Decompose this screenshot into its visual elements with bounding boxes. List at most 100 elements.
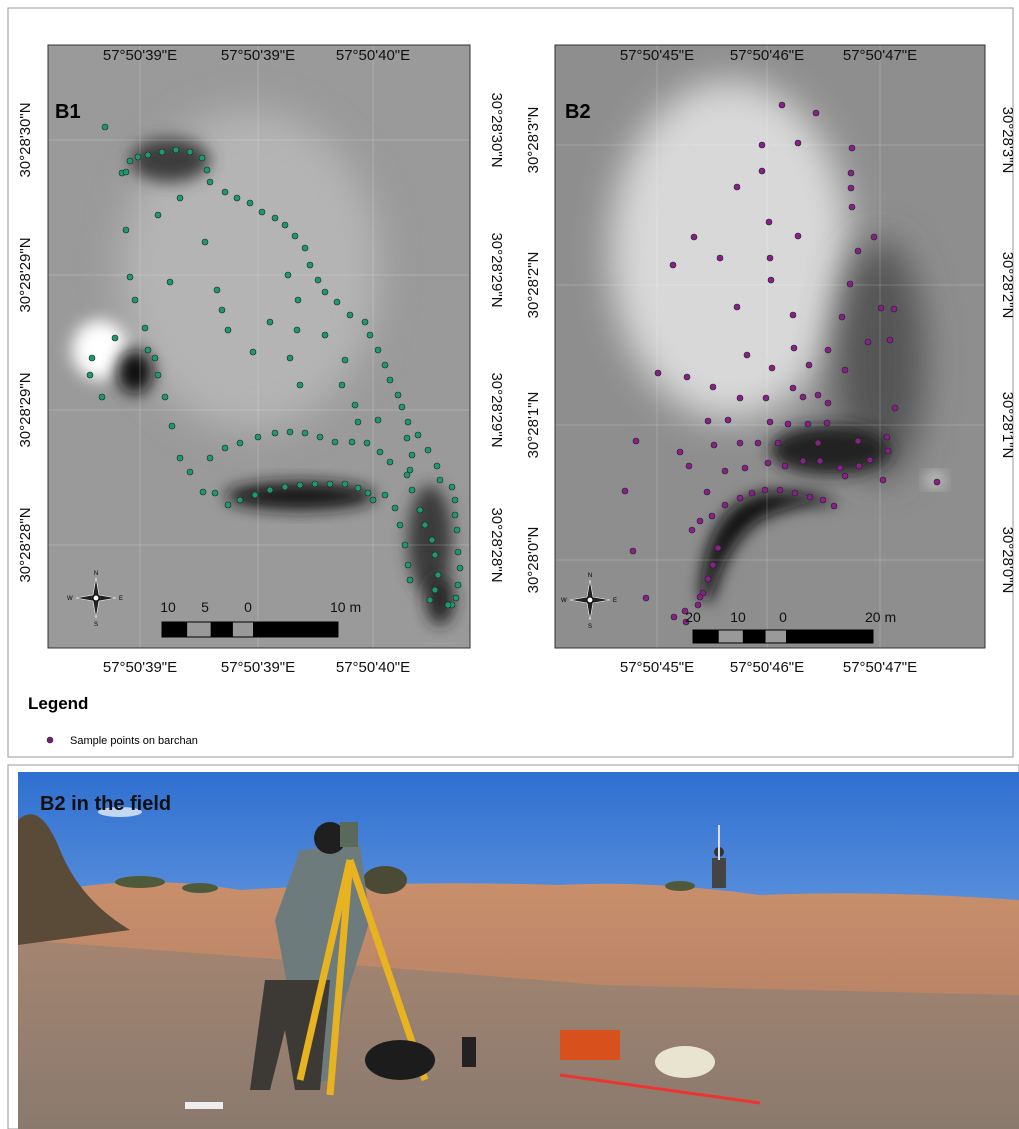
sample-point — [427, 597, 433, 603]
sample-point — [837, 465, 843, 471]
sample-point — [715, 545, 721, 551]
sample-point — [375, 417, 381, 423]
compass-w: W — [67, 596, 73, 602]
bottom-coordinate: 57°50'46"E — [730, 659, 804, 676]
sample-point — [695, 602, 701, 608]
scale-label: 10 — [730, 609, 746, 625]
sample-point — [792, 490, 798, 496]
sample-point — [145, 347, 151, 353]
sample-point — [237, 497, 243, 503]
sample-point — [768, 277, 774, 283]
sample-point — [302, 245, 308, 251]
sample-point — [255, 434, 261, 440]
sample-point — [689, 527, 695, 533]
sample-point — [347, 312, 353, 318]
right-coordinate: 30°28'29"N — [488, 372, 505, 447]
sample-point — [891, 306, 897, 312]
sample-point — [454, 527, 460, 533]
sample-point — [767, 255, 773, 261]
sample-point — [769, 365, 775, 371]
sample-point — [710, 562, 716, 568]
sample-point — [132, 297, 138, 303]
sample-point — [392, 505, 398, 511]
sample-point — [697, 518, 703, 524]
sample-point — [367, 332, 373, 338]
sample-point — [744, 352, 750, 358]
sample-point — [734, 184, 740, 190]
sample-point — [422, 522, 428, 528]
compass-s: S — [588, 624, 592, 630]
sample-point — [145, 152, 151, 158]
sample-point — [711, 442, 717, 448]
right-coordinate: 30°28'3"N — [999, 107, 1016, 174]
top-coordinate: 57°50'39"E — [103, 47, 177, 64]
compass-center — [93, 595, 99, 601]
sample-point — [825, 400, 831, 406]
map-b2-image — [555, 45, 985, 648]
sample-point — [177, 195, 183, 201]
sample-point — [365, 490, 371, 496]
sample-point — [849, 204, 855, 210]
left-coordinate: 30°28'28"N — [17, 507, 34, 582]
sample-point — [382, 492, 388, 498]
sample-point — [455, 549, 461, 555]
sample-point — [135, 154, 141, 160]
sample-point — [159, 149, 165, 155]
sample-point — [362, 319, 368, 325]
sample-point — [397, 522, 403, 528]
sample-point — [349, 439, 355, 445]
sample-point — [102, 124, 108, 130]
compass-e: E — [613, 598, 617, 604]
sample-point — [885, 448, 891, 454]
legend-title: Legend — [28, 694, 88, 713]
sample-point — [207, 455, 213, 461]
compass-center — [587, 597, 593, 603]
sample-point — [865, 339, 871, 345]
left-coordinate: 30°28'30"N — [17, 102, 34, 177]
sample-point — [643, 595, 649, 601]
sample-point — [225, 327, 231, 333]
sample-point — [759, 168, 765, 174]
sample-point — [805, 421, 811, 427]
sample-point — [762, 487, 768, 493]
sample-point — [355, 485, 361, 491]
sample-point — [435, 572, 441, 578]
left-coordinate: 30°28'1"N — [525, 392, 542, 459]
sample-point — [452, 497, 458, 503]
sample-point — [282, 222, 288, 228]
sample-point — [409, 452, 415, 458]
sample-point — [285, 272, 291, 278]
sample-point — [169, 423, 175, 429]
sample-point — [322, 332, 328, 338]
sample-point — [312, 481, 318, 487]
map-b1-image — [48, 45, 470, 648]
sample-point — [267, 319, 273, 325]
sample-point — [250, 349, 256, 355]
compass-e: E — [119, 596, 123, 602]
sample-point — [317, 434, 323, 440]
sample-point — [790, 312, 796, 318]
sample-point — [127, 274, 133, 280]
sample-point — [402, 542, 408, 548]
sample-point — [807, 494, 813, 500]
sample-point — [734, 304, 740, 310]
sample-point — [395, 392, 401, 398]
sample-point — [212, 490, 218, 496]
sample-point — [737, 395, 743, 401]
sample-point — [432, 552, 438, 558]
sample-point — [272, 430, 278, 436]
sample-point — [437, 477, 443, 483]
compass-n: N — [94, 571, 98, 577]
right-coordinate: 30°28'29"N — [488, 232, 505, 307]
sample-point — [671, 614, 677, 620]
sample-point — [449, 484, 455, 490]
sample-point — [455, 582, 461, 588]
top-coordinate: 57°50'39"E — [221, 47, 295, 64]
sample-point — [710, 384, 716, 390]
sample-point — [800, 394, 806, 400]
sample-point — [848, 185, 854, 191]
map-label: B2 — [565, 101, 591, 123]
sample-point — [409, 487, 415, 493]
scale-bar-segment — [232, 622, 253, 637]
sample-point — [302, 430, 308, 436]
